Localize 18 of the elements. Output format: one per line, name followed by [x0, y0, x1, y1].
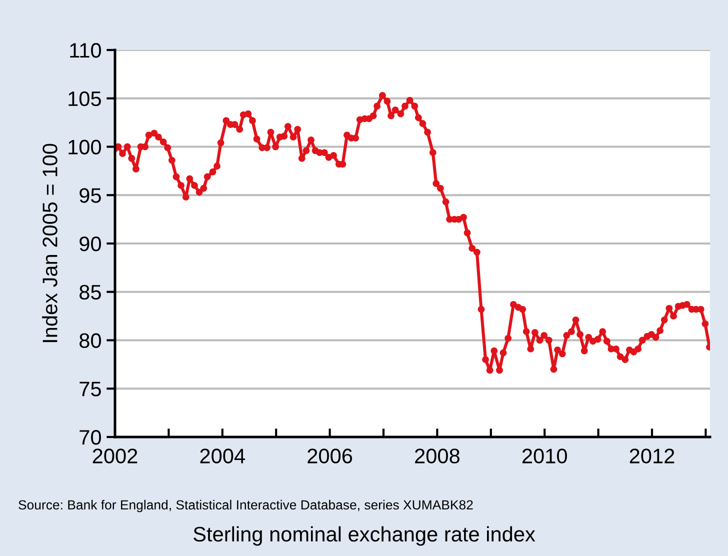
y-tick-label: 105: [68, 91, 101, 106]
source-note: Source: Bank for England, Statistical Interactive Database, series XUMABK82: [18, 500, 473, 512]
y-axis-title: Index Jan 2005 = 100: [42, 144, 58, 342]
y-tick-label: 75: [80, 382, 101, 396]
x-tick-label: 2006: [308, 448, 352, 464]
y-tick-label: 70: [80, 430, 101, 445]
y-tick-label: 80: [80, 333, 101, 348]
text: Sterling nominal exchange rate index: [194, 526, 536, 546]
y-tick-label: 85: [80, 284, 101, 300]
x-tick-label: 2010: [522, 448, 567, 464]
y-tick-label: 95: [80, 188, 101, 203]
x-tick-label: 2002: [92, 448, 138, 464]
y-tick-label: 110: [70, 43, 101, 58]
x-tick-label: 2008: [415, 448, 460, 464]
x-tick-label: 2012: [630, 448, 674, 464]
y-tick-label: 90: [80, 236, 101, 252]
x-tick-label: 2004: [200, 448, 245, 464]
y-tick-label: 100: [68, 140, 101, 155]
